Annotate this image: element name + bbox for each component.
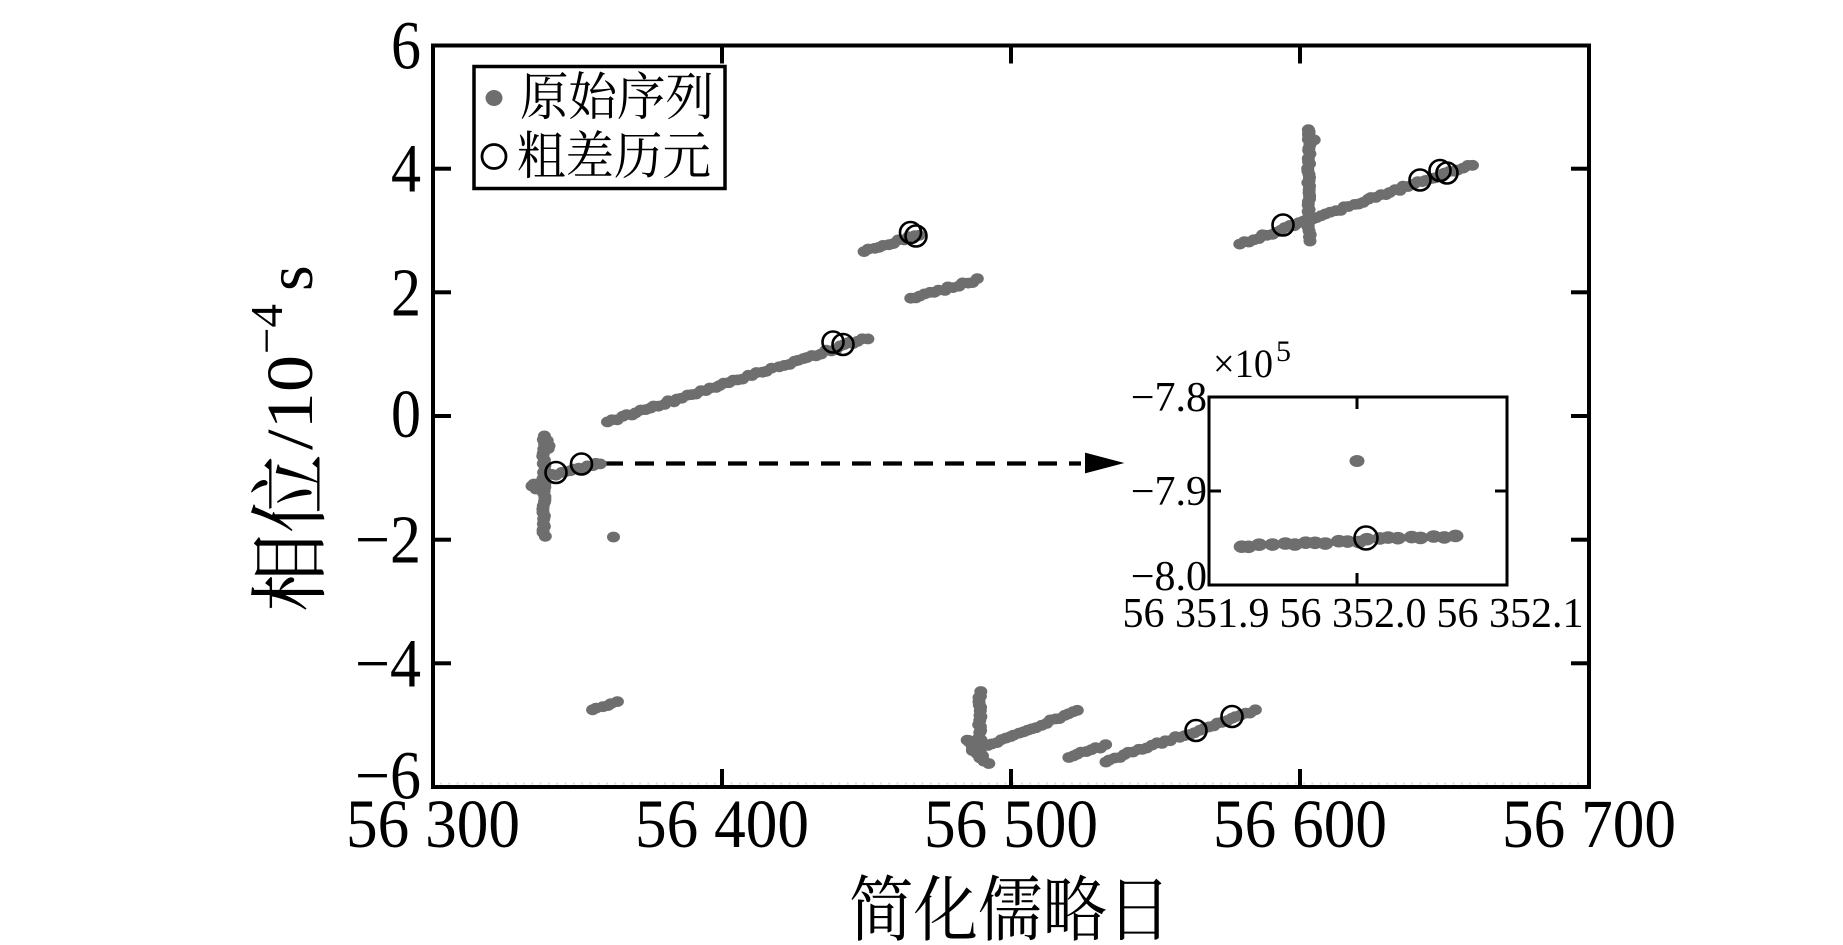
svg-text:56 500: 56 500 — [924, 786, 1098, 862]
svg-text:56 600: 56 600 — [1213, 786, 1387, 862]
svg-text:56 700: 56 700 — [1502, 786, 1676, 862]
svg-text:4: 4 — [391, 131, 421, 207]
svg-text:56 351.9: 56 351.9 — [1123, 591, 1270, 637]
svg-text:2: 2 — [391, 254, 421, 330]
svg-text:s: s — [254, 265, 327, 291]
svg-text:56 352.0: 56 352.0 — [1280, 591, 1427, 637]
svg-text:−4: −4 — [241, 304, 292, 354]
svg-text:−8.0: −8.0 — [1131, 554, 1207, 600]
svg-text:5: 5 — [1276, 335, 1291, 368]
svg-text:0: 0 — [391, 376, 421, 452]
svg-text:56 400: 56 400 — [635, 786, 809, 862]
svg-text:−4: −4 — [355, 625, 421, 701]
svg-text:56 300: 56 300 — [346, 786, 520, 862]
svg-text:−6: −6 — [355, 738, 421, 814]
svg-text:−2: −2 — [355, 502, 421, 578]
svg-text:/10: /10 — [254, 355, 327, 450]
svg-text:56 352.1: 56 352.1 — [1437, 591, 1584, 637]
svg-text:−7.8: −7.8 — [1131, 375, 1207, 421]
svg-text:6: 6 — [391, 8, 421, 84]
svg-text:−7.9: −7.9 — [1131, 469, 1207, 515]
svg-text:×10: ×10 — [1213, 341, 1273, 386]
